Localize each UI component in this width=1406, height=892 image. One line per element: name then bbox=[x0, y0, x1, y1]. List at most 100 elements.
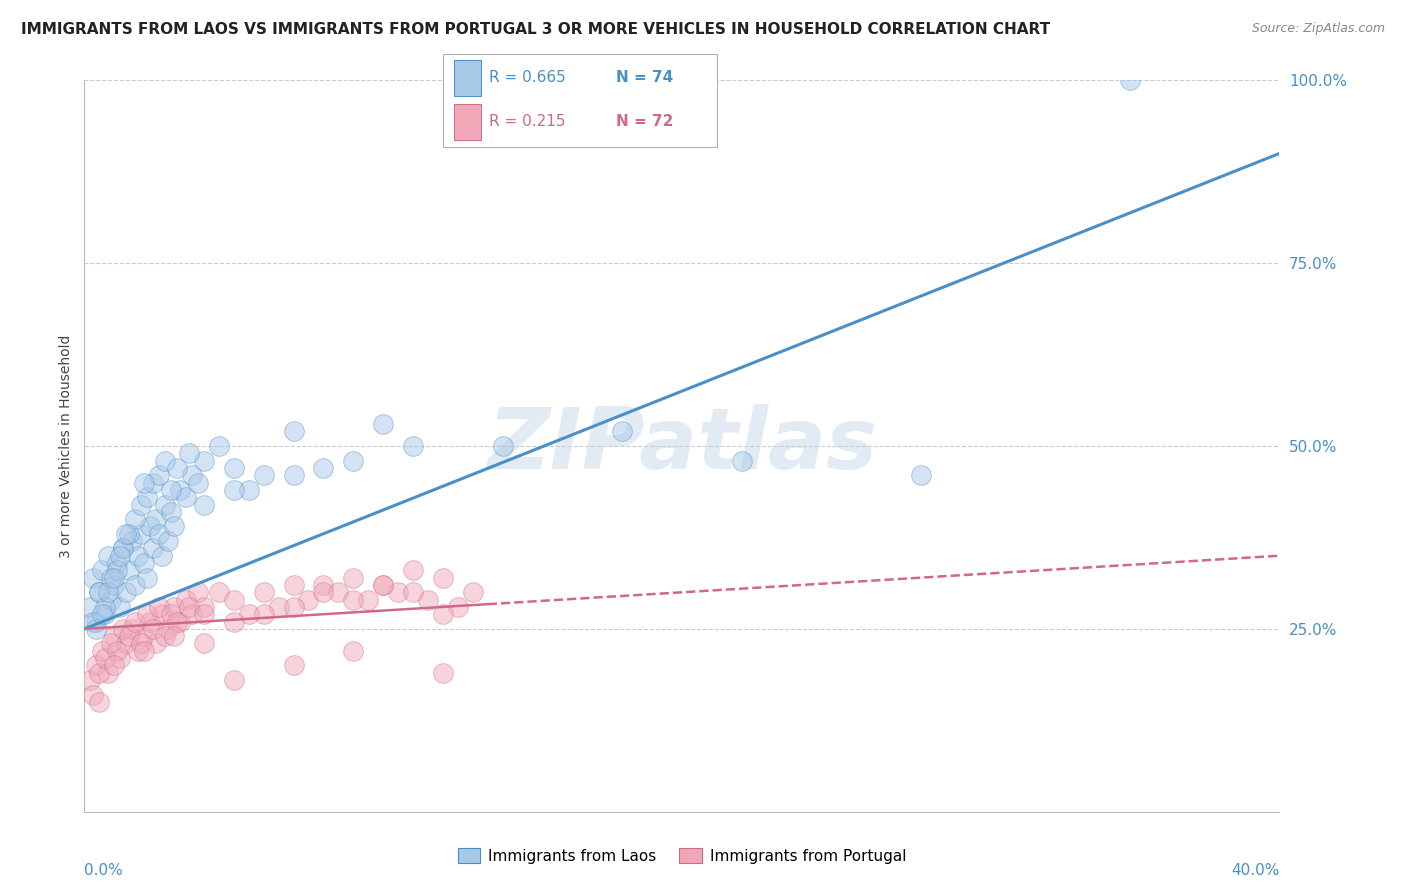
Point bbox=[82, 688, 104, 702]
Point bbox=[163, 599, 186, 614]
Point bbox=[132, 629, 156, 643]
Point bbox=[267, 599, 290, 614]
Point bbox=[193, 636, 215, 650]
Bar bbox=[454, 60, 481, 95]
Point bbox=[132, 556, 156, 570]
Point bbox=[115, 636, 138, 650]
Point bbox=[169, 615, 191, 629]
Point bbox=[181, 607, 204, 622]
Point bbox=[910, 468, 932, 483]
Point bbox=[100, 636, 122, 650]
Point bbox=[181, 468, 204, 483]
Point bbox=[253, 607, 276, 622]
Point bbox=[115, 526, 138, 541]
Point bbox=[157, 534, 180, 549]
Point bbox=[612, 425, 634, 439]
Point bbox=[110, 549, 132, 563]
Point bbox=[105, 644, 128, 658]
Point bbox=[127, 549, 149, 563]
Point bbox=[118, 526, 141, 541]
Point bbox=[160, 607, 183, 622]
Point bbox=[312, 461, 335, 475]
Point bbox=[142, 541, 165, 556]
Point bbox=[103, 629, 125, 643]
Text: IMMIGRANTS FROM LAOS VS IMMIGRANTS FROM PORTUGAL 3 OR MORE VEHICLES IN HOUSEHOLD: IMMIGRANTS FROM LAOS VS IMMIGRANTS FROM … bbox=[21, 22, 1050, 37]
Point bbox=[100, 592, 122, 607]
Point bbox=[283, 599, 305, 614]
Point bbox=[139, 615, 162, 629]
Point bbox=[238, 483, 260, 497]
Point bbox=[193, 607, 215, 622]
Point bbox=[115, 585, 138, 599]
Point bbox=[124, 615, 146, 629]
Point bbox=[342, 644, 364, 658]
Point bbox=[89, 585, 111, 599]
Point bbox=[105, 556, 128, 570]
Point bbox=[163, 519, 186, 533]
Point bbox=[100, 571, 122, 585]
Point bbox=[373, 417, 395, 431]
Point bbox=[222, 615, 245, 629]
Point bbox=[97, 665, 120, 680]
Point bbox=[110, 599, 132, 614]
Point bbox=[373, 578, 395, 592]
Point bbox=[121, 622, 143, 636]
Point bbox=[129, 498, 152, 512]
Text: N = 72: N = 72 bbox=[616, 114, 673, 129]
Point bbox=[153, 453, 176, 467]
Point bbox=[118, 563, 141, 577]
Point bbox=[297, 592, 319, 607]
Point bbox=[97, 549, 120, 563]
Point bbox=[86, 615, 108, 629]
Point bbox=[110, 651, 132, 665]
Point bbox=[157, 622, 180, 636]
Point bbox=[283, 425, 305, 439]
Point bbox=[118, 629, 141, 643]
Point bbox=[208, 585, 231, 599]
Point bbox=[731, 453, 754, 467]
Point bbox=[253, 468, 276, 483]
Point bbox=[357, 592, 380, 607]
Point bbox=[136, 490, 159, 504]
Point bbox=[373, 578, 395, 592]
Point bbox=[124, 578, 146, 592]
Point bbox=[166, 615, 188, 629]
Point bbox=[142, 475, 165, 490]
Point bbox=[312, 578, 335, 592]
Point bbox=[145, 636, 167, 650]
Point bbox=[387, 585, 409, 599]
Point bbox=[82, 615, 104, 629]
Point bbox=[312, 585, 335, 599]
Point bbox=[142, 622, 165, 636]
Point bbox=[193, 498, 215, 512]
Point bbox=[132, 475, 156, 490]
Point bbox=[86, 622, 108, 636]
Point bbox=[94, 651, 117, 665]
Point bbox=[150, 607, 173, 622]
Point bbox=[193, 453, 215, 467]
Text: N = 74: N = 74 bbox=[616, 70, 673, 86]
Point bbox=[91, 563, 114, 577]
Legend: Immigrants from Laos, Immigrants from Portugal: Immigrants from Laos, Immigrants from Po… bbox=[451, 842, 912, 870]
Point bbox=[136, 607, 159, 622]
Point bbox=[177, 599, 200, 614]
Point bbox=[447, 599, 470, 614]
Point bbox=[1119, 73, 1142, 87]
Point bbox=[166, 461, 188, 475]
Point bbox=[328, 585, 350, 599]
Point bbox=[129, 526, 152, 541]
Point bbox=[432, 607, 454, 622]
Point bbox=[79, 673, 101, 687]
Point bbox=[91, 607, 114, 622]
Point bbox=[79, 599, 101, 614]
Point bbox=[222, 483, 245, 497]
Point bbox=[174, 592, 197, 607]
Point bbox=[160, 505, 183, 519]
Point bbox=[222, 461, 245, 475]
Point bbox=[91, 644, 114, 658]
Point bbox=[174, 490, 197, 504]
Point bbox=[169, 483, 191, 497]
Point bbox=[150, 549, 173, 563]
Point bbox=[416, 592, 439, 607]
Point bbox=[208, 439, 231, 453]
